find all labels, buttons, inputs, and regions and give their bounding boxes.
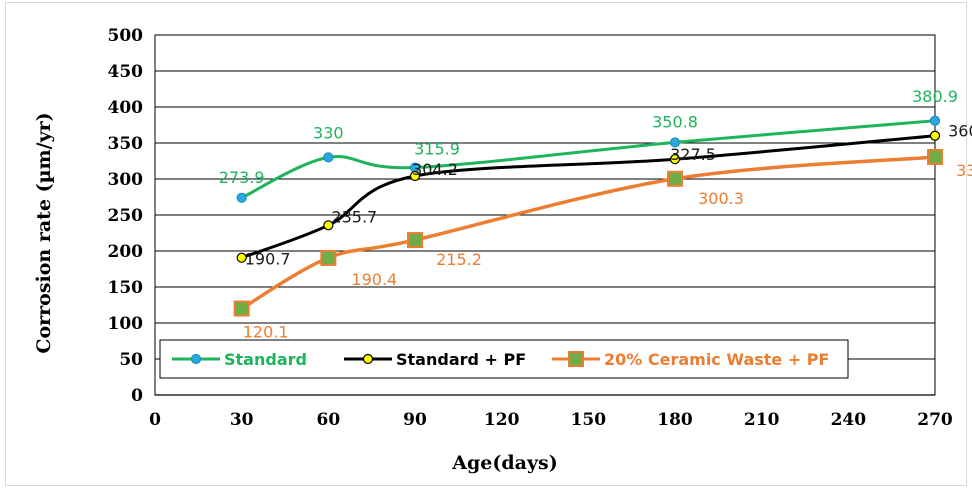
data-point-marker [669,154,681,165]
data-point-marker [236,192,247,203]
legend-marker [568,351,584,367]
data-point-marker [233,300,250,317]
y-tick-label: 350 [108,134,144,154]
y-tick-label: 150 [108,278,144,298]
x-tick-label: 60 [316,410,340,430]
legend: Standard Standard + PF 20% Ceramic Waste +… [159,339,849,379]
y-tick-label: 400 [108,98,144,118]
data-point-marker [929,130,941,141]
y-tick-label: 250 [108,206,144,226]
legend-label: 20% Ceramic Waste + PF [604,350,829,369]
x-tick-label: 90 [403,410,427,430]
data-label: 380.9 [912,87,958,106]
data-label: 315.9 [414,140,460,159]
legend-label: Standard + PF [396,350,526,369]
x-axis-title: Age(days) [451,452,557,474]
x-tick-label: 120 [484,410,520,430]
y-tick-label: 0 [131,386,143,406]
y-tick-label: 100 [108,314,144,334]
data-point-marker [927,148,943,165]
series-line [240,155,936,311]
x-tick-label: 180 [657,410,693,430]
chart-frame [5,2,967,486]
y-tick-label: 200 [108,242,144,262]
legend-marker [362,353,374,365]
data-label: 360.1 [948,122,972,141]
data-label: 327.5 [670,145,716,164]
data-label: 215.2 [436,250,482,269]
series-line [241,119,936,200]
data-label: 190.4 [351,270,397,289]
data-point-marker [407,232,423,249]
data-label: 330 [313,123,344,142]
legend-label: Standard [224,350,307,369]
y-tick-label: 500 [108,26,144,46]
series-1: 273.9 330 315.9 350.8 380.9 [219,87,958,203]
legend-box [159,339,849,379]
x-tick-label: 30 [230,410,254,430]
data-point-marker [929,115,941,126]
x-tick-label: 210 [744,410,780,430]
data-point-marker [236,252,247,263]
data-label: 190.7 [245,250,291,269]
data-point-marker [320,249,337,266]
data-point-marker [667,170,683,187]
x-tick-label: 0 [149,410,161,430]
series-2: 190.7 235.7 304.2 327.5 360.1 [236,122,972,269]
y-tick-label: 300 [108,170,144,190]
series-3: 120.1 190.4 215.2 300.3 330.6 [233,148,972,342]
data-label: 120.1 [243,323,289,342]
data-point-marker [409,170,421,182]
data-label: 300.3 [698,189,744,208]
data-label: 330.6 [956,161,972,180]
y-axis-title: Corrosion rate (µm/yr) [33,112,55,353]
data-label: 273.9 [219,168,265,187]
x-tick-label: 270 [917,410,953,430]
data-label: 350.8 [652,112,698,131]
legend-marker [190,353,202,365]
y-tick-label: 50 [119,350,143,370]
data-point-marker [669,137,681,148]
x-tick-label: 150 [571,410,607,430]
data-point-marker [323,152,334,163]
data-label: 235.7 [331,207,377,226]
x-tick-label: 240 [831,410,867,430]
data-point-marker [323,220,334,231]
data-label: 304.2 [412,160,458,179]
y-tick-label: 450 [108,62,144,82]
